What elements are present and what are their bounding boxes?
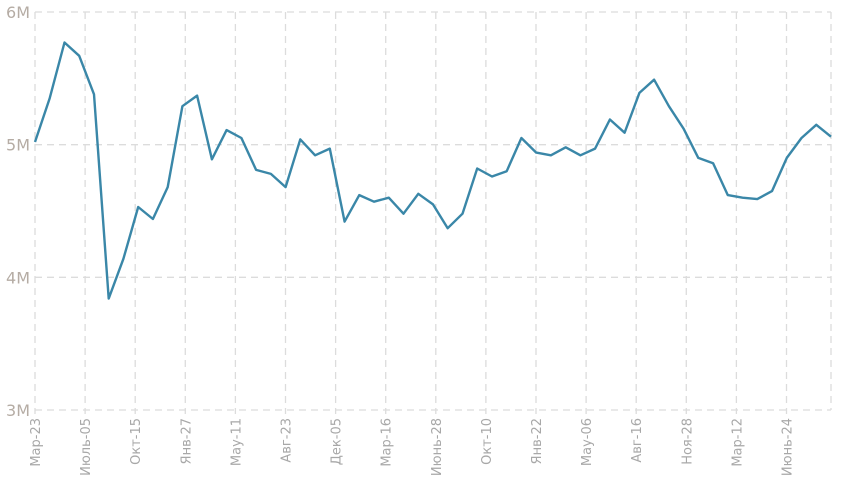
x-tick-label: Июль-05 — [79, 418, 94, 476]
data-point — [550, 154, 552, 156]
data-point — [108, 298, 110, 300]
data-point — [417, 193, 419, 195]
y-tick-label: 6M — [6, 3, 30, 22]
data-point — [638, 92, 640, 94]
data-point — [506, 170, 508, 172]
data-point — [535, 152, 537, 154]
data-point — [624, 132, 626, 134]
data-point — [63, 42, 65, 44]
x-tick-label: Мау-06 — [580, 418, 595, 466]
data-point — [137, 206, 139, 208]
y-tick-label: 4M — [6, 268, 30, 287]
data-point — [520, 137, 522, 139]
data-point — [447, 227, 449, 229]
x-tick-label: Авг-16 — [630, 418, 645, 463]
data-point — [432, 203, 434, 205]
data-point — [167, 186, 169, 188]
data-point — [181, 105, 183, 107]
grid — [34, 11, 832, 414]
data-point — [373, 201, 375, 203]
data-point — [270, 173, 272, 175]
data-point — [314, 154, 316, 156]
x-tick-label: Авг-23 — [280, 418, 295, 463]
data-point — [344, 221, 346, 223]
data-point — [727, 194, 729, 196]
data-point — [358, 194, 360, 196]
x-tick-label: Янв-27 — [179, 418, 194, 464]
x-tick-label: Мау-11 — [229, 418, 244, 466]
x-tick-label: Окт-10 — [480, 418, 495, 465]
data-point — [830, 136, 832, 138]
data-point — [240, 137, 242, 139]
data-point — [285, 186, 287, 188]
x-axis: Мар-23 Июль-05 Окт-15 Янв-27 Мау-11 Авг-23 Дек… — [29, 418, 796, 476]
data-point — [653, 79, 655, 81]
data-point — [815, 124, 817, 126]
data-point — [226, 129, 228, 131]
x-tick-label: Окт-15 — [129, 418, 144, 465]
data-point — [697, 157, 699, 159]
x-tick-label: Янв-22 — [530, 418, 545, 464]
data-point — [801, 137, 803, 139]
data-point — [756, 198, 758, 200]
data-point — [34, 141, 36, 143]
data-point — [565, 146, 567, 148]
data-point — [49, 97, 51, 99]
x-tick-label: Мар-23 — [29, 418, 44, 467]
data-point — [712, 162, 714, 164]
data-point — [122, 258, 124, 260]
y-tick-label: 5M — [6, 136, 30, 155]
x-tick-label: Июнь-28 — [430, 418, 445, 476]
series-line — [33, 41, 832, 300]
data-point — [152, 218, 154, 220]
data-point — [299, 138, 301, 140]
y-axis: 6M 5M 4M 3M — [6, 3, 30, 420]
data-point — [668, 105, 670, 107]
data-point — [594, 148, 596, 150]
data-point — [742, 197, 744, 199]
data-point — [388, 197, 390, 199]
data-point — [329, 148, 331, 150]
x-tick-label: Дек-05 — [330, 418, 345, 465]
data-point — [403, 213, 405, 215]
data-point — [491, 176, 493, 178]
data-point — [771, 190, 773, 192]
data-point — [211, 158, 213, 160]
data-point — [683, 128, 685, 130]
data-point — [609, 118, 611, 120]
x-tick-label: Мар-16 — [380, 418, 395, 467]
data-point — [93, 93, 95, 95]
x-tick-label: Июнь-24 — [781, 418, 796, 476]
y-tick-label: 3M — [6, 401, 30, 420]
data-point — [78, 55, 80, 57]
x-tick-label: Ноя-28 — [680, 418, 695, 465]
data-point — [255, 169, 257, 171]
data-point — [579, 154, 581, 156]
data-points — [34, 42, 832, 300]
data-point — [461, 213, 463, 215]
data-point — [786, 157, 788, 159]
data-point — [476, 168, 478, 170]
x-tick-label: Мар-12 — [730, 418, 745, 467]
data-point — [196, 95, 198, 97]
